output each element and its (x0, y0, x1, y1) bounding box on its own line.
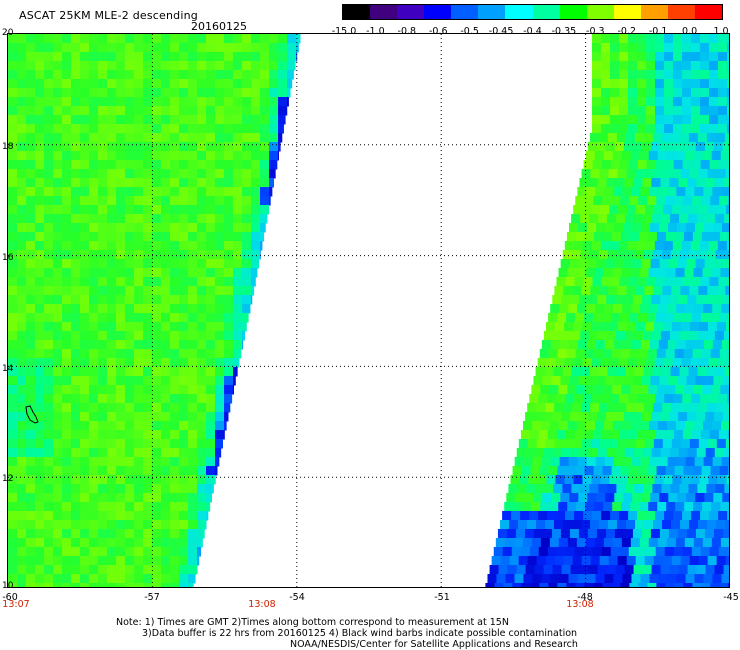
lat-label-10: 10 (2, 581, 14, 591)
color-scale-swatch (505, 5, 533, 19)
color-scale-swatch (451, 5, 479, 19)
color-scale-swatch (424, 5, 452, 19)
color-scale-label: -0.6 (428, 26, 448, 37)
color-scale-bar (342, 4, 723, 20)
color-scale-label: -0.1 (648, 26, 668, 37)
color-scale-label: 0.0 (682, 26, 698, 37)
product-date: 20160125 (191, 20, 247, 33)
graticule (8, 34, 729, 587)
lon-label-45: -45 (723, 592, 739, 603)
color-scale-swatch (478, 5, 506, 19)
lat-label-14: 14 (2, 364, 14, 374)
swath-time-2: 13:08 (248, 599, 276, 610)
footer-note-2: 3)Data buffer is 22 hrs from 20160125 4)… (142, 628, 578, 639)
color-scale-label: -15.0 (331, 26, 357, 37)
lat-label-18: 18 (2, 142, 14, 152)
color-scale-label: -1.0 (366, 26, 385, 37)
map-data-svg (8, 34, 729, 587)
footer-credit: NOAA/NESDIS/Center for Satellite Applica… (290, 639, 578, 650)
lat-label-12: 12 (2, 474, 14, 484)
scatterometer-swaths (8, 34, 729, 587)
color-scale-label: -0.35 (551, 26, 577, 37)
lon-label-57: -57 (144, 592, 160, 603)
color-scale-swatch (532, 5, 560, 19)
swath-time-3: 13:08 (566, 599, 594, 610)
lon-label-54: -54 (289, 592, 305, 603)
lat-label-20: 20 (2, 28, 14, 38)
color-scale-label: 1.0 (713, 26, 729, 37)
color-scale-swatch (586, 5, 614, 19)
swath-time-1: 13:07 (2, 599, 30, 610)
color-scale-swatch (613, 5, 641, 19)
color-scale-swatch (559, 5, 587, 19)
color-scale-swatch (343, 5, 371, 19)
island-outline (25, 405, 39, 424)
color-scale-label: -0.5 (460, 26, 479, 37)
footer-note-1: Note: 1) Times are GMT 2)Times along bot… (116, 617, 509, 628)
color-scale-label: -0.8 (397, 26, 417, 37)
lon-label-51: -51 (434, 592, 450, 603)
color-scale-label: -0.3 (586, 26, 605, 37)
color-scale-label: -0.2 (617, 26, 637, 37)
product-title: ASCAT 25KM MLE-2 descending (19, 9, 198, 22)
color-scale-label: -0.4 (523, 26, 542, 37)
map-panel (7, 33, 730, 588)
lon-label-60: -60 (2, 592, 18, 603)
color-scale-swatch (397, 5, 425, 19)
color-scale-swatch (640, 5, 668, 19)
color-scale-swatch (695, 5, 723, 19)
color-scale-label: -0.45 (488, 26, 514, 37)
lon-label-48: -48 (577, 592, 593, 603)
color-scale-swatch (667, 5, 696, 19)
lat-label-16: 16 (2, 253, 14, 263)
color-scale-swatch (370, 5, 398, 19)
